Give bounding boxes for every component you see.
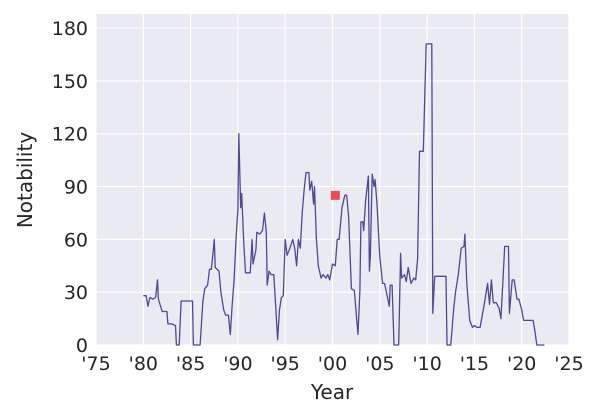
highlight-marker	[330, 190, 340, 200]
y-axis-ticks: 0 30 60 90 120 150 180	[52, 18, 88, 357]
series-layer	[143, 43, 545, 346]
x-axis-ticks: '75 '80 '85 '90 '95 '00 '05 '10 '15 '20 '25	[81, 353, 583, 375]
y-tick-label: 60	[64, 229, 88, 251]
x-tick-label: '20	[507, 353, 536, 375]
x-tick-label: '05	[365, 353, 394, 375]
y-tick-label: 150	[52, 71, 88, 93]
x-tick-label: '75	[81, 353, 110, 375]
y-tick-label: 30	[64, 282, 88, 304]
x-tick-label: '10	[412, 353, 441, 375]
x-tick-label: '25	[554, 353, 583, 375]
x-tick-label: '85	[176, 353, 205, 375]
x-axis-title: Year	[310, 380, 354, 404]
y-tick-label: 180	[52, 18, 88, 40]
annotation-layer	[330, 190, 340, 200]
series-line	[143, 43, 545, 346]
y-tick-label: 90	[64, 177, 88, 199]
x-tick-label: '15	[460, 353, 489, 375]
x-tick-label: '90	[223, 353, 252, 375]
y-axis-title: Notability	[13, 132, 37, 229]
y-tick-label: 120	[52, 124, 88, 146]
y-tick-label: 0	[76, 335, 88, 357]
x-tick-label: '80	[129, 353, 158, 375]
grid-lines	[95, 14, 570, 346]
x-tick-label: '00	[318, 353, 347, 375]
x-tick-label: '95	[270, 353, 299, 375]
